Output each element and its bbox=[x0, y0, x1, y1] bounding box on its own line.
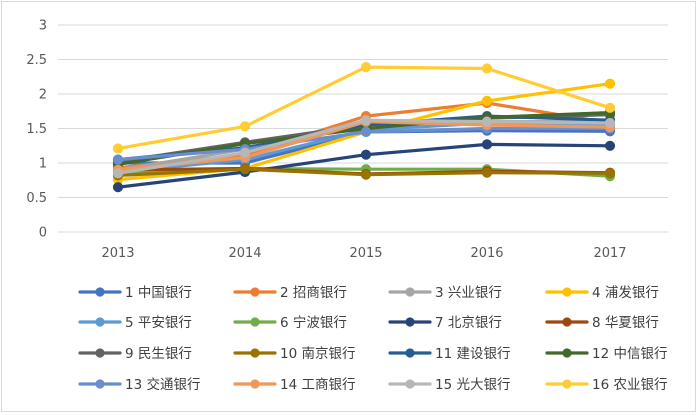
data-point bbox=[481, 139, 493, 150]
y-tick-label: 2.5 bbox=[26, 53, 47, 68]
x-tick-label: 2016 bbox=[470, 246, 503, 261]
legend-item: 7 北京银行 bbox=[388, 315, 502, 331]
legend-item: 16 农业银行 bbox=[545, 377, 667, 393]
series-16 bbox=[112, 62, 616, 154]
data-point bbox=[112, 182, 124, 193]
legend-label: 3 兴业银行 bbox=[435, 285, 502, 301]
legend-item: 5 平安银行 bbox=[78, 315, 192, 331]
data-point bbox=[112, 154, 124, 165]
x-tick-label: 2015 bbox=[349, 246, 382, 261]
data-point bbox=[239, 147, 251, 158]
legend-label: 12 中信银行 bbox=[592, 346, 667, 362]
data-point bbox=[481, 63, 493, 74]
data-point bbox=[239, 121, 251, 132]
legend-swatch-marker bbox=[250, 317, 260, 327]
legend-label: 16 农业银行 bbox=[592, 377, 667, 393]
data-point bbox=[481, 167, 493, 178]
legend-label: 9 民生银行 bbox=[125, 346, 192, 362]
legend-swatch-marker bbox=[405, 379, 415, 389]
legend-swatch-marker bbox=[562, 348, 572, 358]
legend-label: 1 中国银行 bbox=[125, 285, 192, 301]
data-point bbox=[360, 126, 372, 137]
data-point bbox=[360, 149, 372, 160]
data-point bbox=[481, 95, 493, 107]
y-axis-ticks: 0 0.5 1 1.5 2 2.5 3 bbox=[26, 19, 47, 241]
x-tick-label: 2013 bbox=[101, 246, 134, 261]
legend-swatch-marker bbox=[95, 348, 105, 358]
legend-item: 14 工商银行 bbox=[233, 377, 355, 393]
legend-item: 8 华夏银行 bbox=[545, 315, 659, 331]
series-lines bbox=[112, 62, 616, 193]
legend-item: 15 光大银行 bbox=[388, 377, 510, 393]
y-tick-label: 1 bbox=[39, 157, 47, 172]
x-tick-label: 2014 bbox=[228, 246, 261, 261]
gridlines bbox=[58, 24, 668, 233]
legend-label: 14 工商银行 bbox=[280, 377, 355, 393]
legend-item: 13 交通银行 bbox=[78, 376, 200, 393]
legend-swatch-marker bbox=[250, 287, 260, 297]
legend-swatch-marker bbox=[562, 287, 572, 297]
data-point bbox=[604, 140, 616, 151]
legend-label: 15 光大银行 bbox=[435, 377, 510, 393]
legend-item: 1 中国银行 bbox=[78, 285, 192, 301]
data-point bbox=[360, 115, 372, 126]
legend-label: 2 招商银行 bbox=[280, 285, 347, 301]
data-point bbox=[604, 117, 616, 129]
legend-swatch-marker bbox=[95, 379, 105, 389]
legend-item: 4 浦发银行 bbox=[545, 285, 659, 301]
data-point bbox=[604, 102, 616, 113]
data-point bbox=[112, 143, 124, 154]
legend-item: 2 招商银行 bbox=[233, 285, 347, 301]
legend-swatch-marker bbox=[250, 348, 260, 358]
legend-item: 9 民生银行 bbox=[78, 346, 192, 362]
series-10 bbox=[112, 164, 616, 181]
series-15 bbox=[112, 115, 616, 179]
legend-label: 13 交通银行 bbox=[125, 376, 200, 393]
x-tick-label: 2017 bbox=[593, 246, 626, 261]
legend-label: 10 南京银行 bbox=[280, 346, 355, 362]
legend: 1 中国银行 2 招商银行 3 兴业银行 4 浦发银行 5 平安银行 6 宁波银行 7 北京… bbox=[78, 285, 667, 393]
legend-item: 11 建设银行 bbox=[388, 346, 510, 362]
legend-item: 6 宁波银行 bbox=[233, 314, 347, 331]
legend-label: 7 北京银行 bbox=[435, 315, 502, 331]
legend-swatch-marker bbox=[405, 287, 415, 297]
legend-swatch-marker bbox=[95, 317, 105, 327]
legend-label: 11 建设银行 bbox=[435, 346, 510, 362]
legend-swatch-marker bbox=[405, 317, 415, 327]
legend-label: 4 浦发银行 bbox=[592, 285, 659, 301]
legend-item: 12 中信银行 bbox=[545, 346, 667, 362]
data-point bbox=[604, 78, 616, 89]
legend-swatch-marker bbox=[95, 287, 105, 297]
legend-label: 5 平安银行 bbox=[125, 315, 192, 331]
y-tick-label: 1.5 bbox=[26, 122, 47, 137]
legend-label: 6 宁波银行 bbox=[280, 314, 347, 331]
y-tick-label: 2 bbox=[39, 88, 47, 103]
x-axis-ticks: 2013 2014 2015 2016 2017 bbox=[101, 246, 626, 261]
y-tick-label: 3 bbox=[39, 19, 47, 34]
data-point bbox=[604, 168, 616, 179]
legend-item: 3 兴业银行 bbox=[388, 285, 502, 301]
legend-swatch-marker bbox=[250, 379, 260, 389]
legend-swatch-marker bbox=[562, 317, 572, 327]
data-point bbox=[112, 168, 124, 179]
legend-swatch-marker bbox=[562, 379, 572, 389]
data-point bbox=[481, 116, 493, 127]
data-point bbox=[239, 164, 251, 175]
legend-swatch-marker bbox=[405, 348, 415, 358]
legend-label: 8 华夏银行 bbox=[592, 315, 659, 331]
y-tick-label: 0.5 bbox=[26, 191, 47, 206]
data-point bbox=[360, 169, 372, 180]
data-point bbox=[360, 62, 372, 73]
legend-item: 10 南京银行 bbox=[233, 346, 355, 362]
y-tick-label: 0 bbox=[39, 226, 47, 241]
